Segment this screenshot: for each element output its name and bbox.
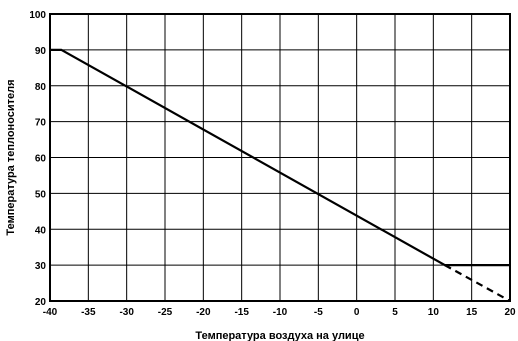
x-tick-label: -35 [81, 307, 96, 318]
x-tick-label: 15 [466, 307, 478, 318]
y-tick-label: 40 [35, 225, 47, 236]
y-axis-label: Температура теплоносителя [5, 79, 17, 235]
y-tick-label: 100 [29, 10, 46, 21]
x-tick-label: -15 [234, 307, 249, 318]
plot-frame [49, 13, 511, 302]
x-tick-label: 0 [354, 307, 360, 318]
x-tick-label: 5 [392, 307, 398, 318]
x-tick-label: -20 [196, 307, 211, 318]
y-tick-label: 90 [35, 46, 47, 57]
y-tick-label: 70 [35, 118, 47, 129]
x-tick-label: -10 [273, 307, 288, 318]
series-line-dashed [444, 264, 511, 302]
x-tick-label: -30 [119, 307, 134, 318]
x-tick-label: -25 [158, 307, 173, 318]
y-tick-label: 20 [35, 297, 47, 308]
y-tick-label: 60 [35, 154, 47, 165]
y-tick-label: 30 [35, 261, 47, 272]
x-tick-label: 10 [428, 307, 440, 318]
x-tick-label: -5 [314, 307, 323, 318]
x-tick-labels: -40 -35 -30 -25 -20 -15 -10 -5 0 5 10 15 20 [43, 307, 516, 318]
x-tick-label: 20 [504, 307, 516, 318]
series-layer [50, 48, 511, 302]
y-tick-label: 80 [35, 82, 47, 93]
x-axis-label: Температура воздуха на улице [195, 330, 364, 341]
y-tick-labels: 20 30 40 50 60 70 80 90 100 [29, 10, 46, 308]
x-tick-label: -40 [43, 307, 58, 318]
grid [49, 13, 511, 302]
series-line-solid [50, 48, 510, 267]
y-tick-label: 50 [35, 189, 47, 200]
